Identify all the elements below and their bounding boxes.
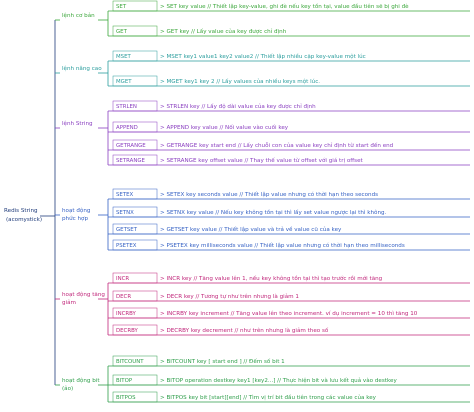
command: DECR [116, 294, 131, 300]
command: SETNX [116, 210, 134, 216]
group-label: giảm [62, 299, 76, 306]
command-box [112, 139, 158, 151]
command-box [112, 355, 158, 367]
description: > SETNX key value // Nếu key không tồn t… [160, 208, 387, 216]
description: > GETRANGE key start end // Lấy chuỗi co… [160, 142, 394, 149]
command: APPEND [116, 125, 138, 131]
command-box [112, 374, 158, 386]
command: BITPOS [116, 395, 136, 401]
command: SETEX [116, 192, 134, 198]
description: > BITOP operation destkey key1 [key2...]… [160, 377, 397, 384]
group-label: lệnh nâng cao [62, 65, 102, 72]
description: > SETEX key seconds value // Thiết lập v… [160, 191, 378, 198]
command-box [112, 223, 158, 235]
description: > INCRBY key increment // Tăng value lên… [160, 310, 418, 317]
command: GETRANGE [116, 143, 146, 149]
command-box [112, 206, 158, 218]
command-box [112, 0, 158, 12]
description: > SETRANGE key offset value // Thay thế … [160, 157, 364, 164]
group-label: phức hợp [62, 215, 88, 222]
command-box [112, 25, 158, 37]
group-label: lệnh String [62, 120, 93, 127]
command-box [112, 154, 158, 166]
command-box [112, 290, 158, 302]
command-box [112, 50, 158, 62]
description: > DECRBY key decrement // như trên nhưng… [160, 327, 329, 334]
command-box [112, 324, 158, 336]
command-box [112, 188, 158, 200]
command: SET [116, 4, 127, 10]
command: GET [116, 29, 128, 35]
command: DECRBY [116, 328, 138, 334]
command: BITCOUNT [116, 359, 144, 365]
command: GETSET [116, 227, 138, 233]
command-box [112, 121, 158, 133]
command-box [112, 100, 158, 112]
command: SETRANGE [116, 158, 146, 164]
description: > BITCOUNT key [ start end ] // Đếm số b… [160, 358, 285, 365]
command-box [112, 239, 158, 251]
group-label: lệnh cơ bản [62, 12, 95, 19]
description: > APPEND key value // Nối value vào cuối… [160, 124, 289, 131]
command: PSETEX [116, 243, 137, 249]
command: MSET [116, 54, 131, 60]
command-box [112, 272, 158, 284]
command-box [112, 75, 158, 87]
command: INCR [116, 276, 129, 282]
group-label: (ảo) [62, 385, 73, 392]
description: > GET key // Lấy value của key được chỉ … [160, 28, 287, 35]
description: > INCR key // Tăng value lên 1, nếu key … [160, 274, 383, 282]
command: INCRBY [116, 311, 137, 317]
command-box [112, 307, 158, 319]
command: BITOP [116, 378, 133, 384]
description: > GETSET key value // Thiết lập value và… [160, 225, 342, 233]
command-box [112, 391, 158, 403]
command: STRLEN [116, 104, 137, 110]
description: > MGET key1 key 2 // Lấy values của nhiề… [160, 77, 320, 85]
description: > STRLEN key // Lấy độ dài value của key… [160, 103, 316, 110]
group-label: hoạt động [62, 207, 91, 214]
root-label: Redis String [4, 208, 38, 214]
description: > BITPOS key bit [start][end] // Tìm vị … [160, 393, 377, 401]
description: > MSET key1 value1 key2 value2 // Thiết … [160, 52, 366, 60]
group-label: hoạt động tăng [62, 291, 105, 298]
description: > PSETEX key milliseconds value // Thiết… [160, 242, 405, 249]
group-label: hoạt động bit [62, 377, 100, 384]
description: > SET key value // Thiết lập key-value, … [160, 2, 409, 10]
description: > DECR key // Tương tự như trên nhưng là… [160, 293, 299, 300]
command: MGET [116, 79, 132, 85]
root-label: (acomystick) [6, 217, 42, 223]
